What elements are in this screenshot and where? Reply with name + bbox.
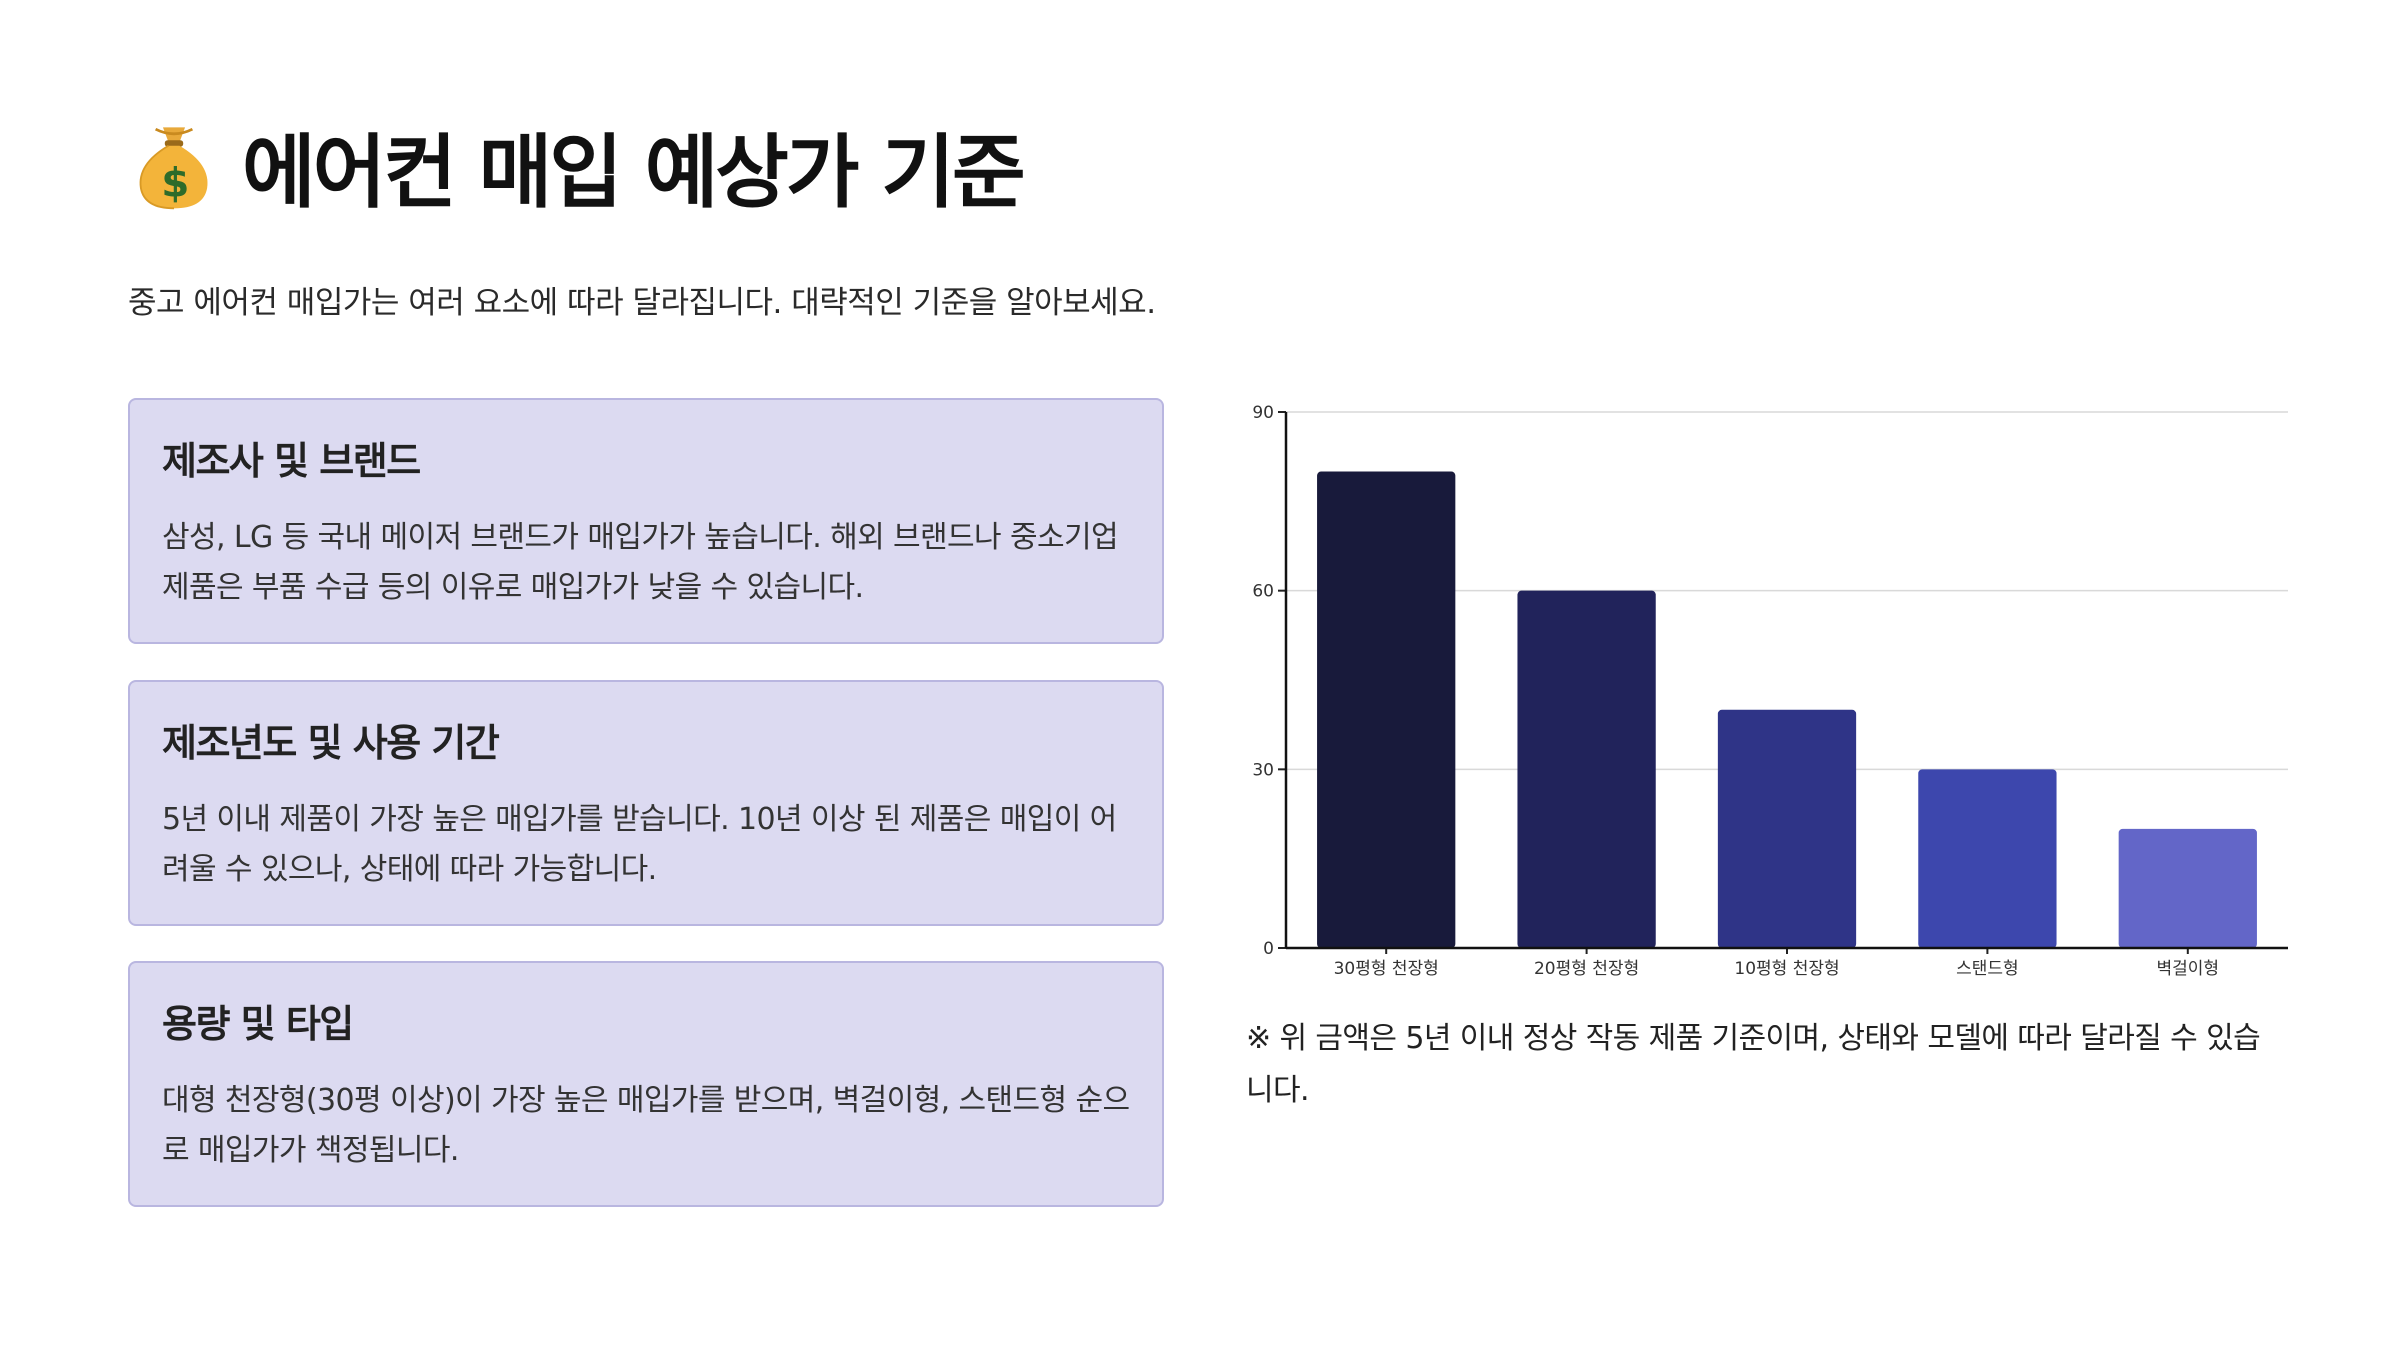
page-subtitle: 중고 에어컨 매입가는 여러 요소에 따라 달라집니다. 대략적인 기준을 알아…: [128, 285, 1156, 321]
page-title: 에어컨 매입 예상가 기준: [242, 126, 1026, 219]
x-tick-label: 10평형 천장형: [1734, 959, 1839, 979]
card-title: 제조사 및 브랜드: [162, 439, 421, 483]
card-body: 대형 천장형(30평 이상)이 가장 높은 매입가를 받으며, 벽걸이형, 스탠…: [162, 1083, 1130, 1168]
x-tick-label: 스탠드형: [1956, 959, 2019, 979]
x-tick-label: 30평형 천장형: [1334, 959, 1439, 979]
y-tick-label: 0: [1263, 939, 1274, 959]
bar: [1918, 769, 2057, 948]
price-note: ※ 위 금액은 5년 이내 정상 작동 제품 기준이며, 상태와 모델에 따라 …: [1246, 1021, 2261, 1108]
bar: [1717, 709, 1857, 948]
y-tick-label: 30: [1252, 760, 1274, 780]
y-tick-label: 60: [1252, 582, 1274, 602]
price-bar-chart: 0 30 60 90 30평형 천장형 20평형 천장형 10평형 천장형 스탠드형 벽걸이형: [1252, 403, 2288, 979]
svg-text:$: $: [161, 158, 187, 206]
x-tick-label: 20평형 천장형: [1534, 959, 1639, 979]
info-card-year: 제조년도 및 사용 기간 5년 이내 제품이 가장 높은 매입가를 받습니다. …: [128, 680, 1164, 926]
card-title: 제조년도 및 사용 기간: [162, 721, 500, 765]
info-card-capacity: 용량 및 타입 대형 천장형(30평 이상)이 가장 높은 매입가를 받으며, …: [128, 961, 1164, 1207]
card-title: 용량 및 타입: [162, 1002, 354, 1046]
card-body: 삼성, LG 등 국내 메이저 브랜드가 매입가가 높습니다. 해외 브랜드나 …: [162, 520, 1119, 605]
money-bag-icon: $: [139, 127, 208, 210]
y-tick-label: 90: [1252, 403, 1274, 423]
bar: [2118, 828, 2257, 948]
page-title-row: $ 에어컨 매입 예상가 기준: [128, 108, 1026, 224]
info-card-brand: 제조사 및 브랜드 삼성, LG 등 국내 메이저 브랜드가 매입가가 높습니다…: [128, 398, 1164, 644]
bar: [1517, 590, 1656, 948]
card-body: 5년 이내 제품이 가장 높은 매입가를 받습니다. 10년 이상 된 제품은 …: [162, 802, 1117, 887]
bar: [1317, 471, 1456, 948]
x-tick-label: 벽걸이형: [2157, 959, 2220, 979]
